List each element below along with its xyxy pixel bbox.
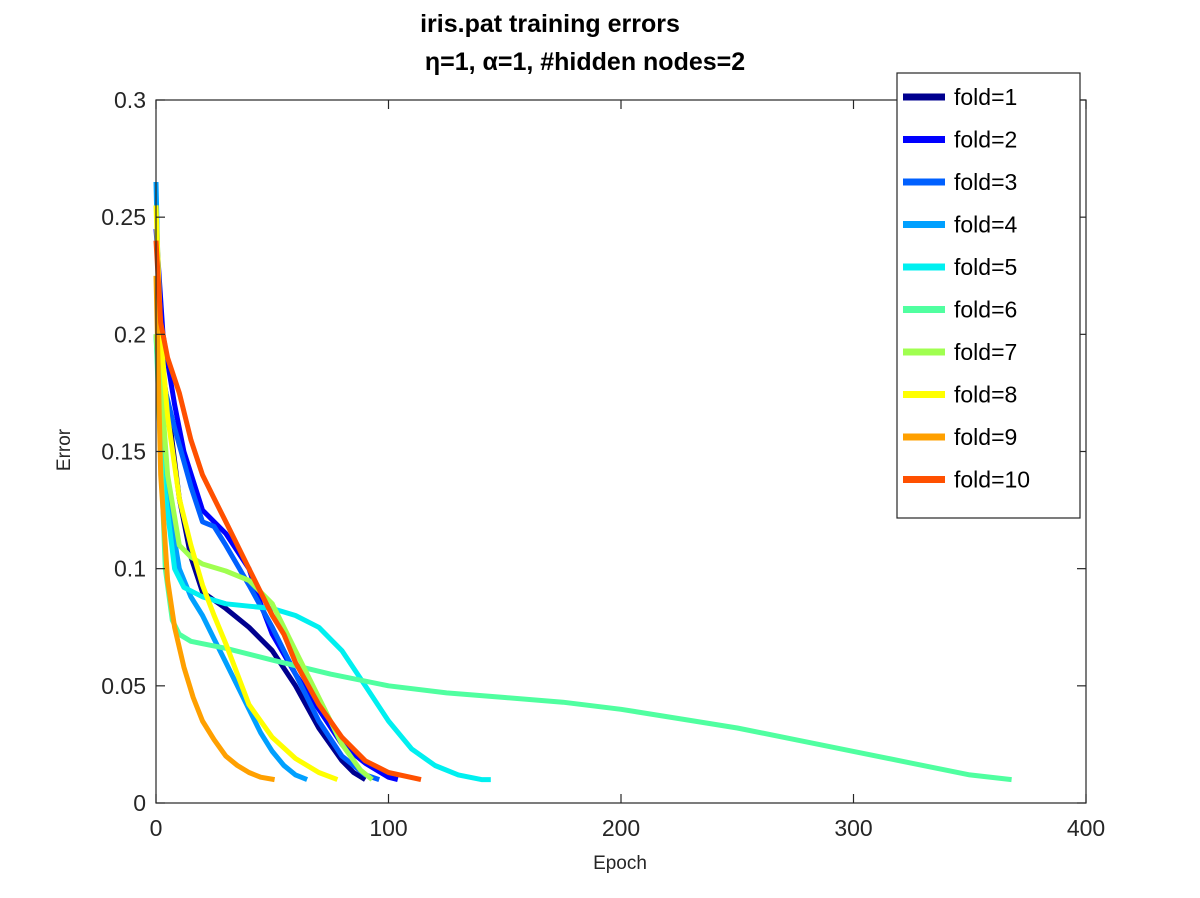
x-axis-label: Epoch: [593, 853, 647, 874]
legend-label-fold-1: fold=1: [954, 84, 1017, 110]
x-tick-label: 300: [834, 815, 872, 841]
legend-label-fold-4: fold=4: [954, 212, 1018, 238]
y-tick-label: 0: [133, 790, 146, 816]
legend-box: [896, 72, 1081, 519]
x-tick-label: 200: [602, 815, 640, 841]
y-tick-label: 0.1: [114, 556, 146, 582]
x-tick-label: 100: [369, 815, 407, 841]
axes: 0 100 200 300 400 0 0.05 0.1 0.15 0.2 0.25 0.3: [101, 87, 1105, 841]
y-tick-label: 0.2: [114, 321, 146, 347]
legend-label-fold-7: fold=7: [954, 339, 1017, 365]
series-line-fold-9: [153, 275, 276, 783]
legend-label-fold-6: fold=6: [954, 297, 1017, 323]
series-layer: [153, 181, 1012, 783]
legend-label-fold-10: fold=10: [954, 467, 1030, 493]
y-tick-label: 0.25: [101, 204, 146, 230]
legend-label-fold-8: fold=8: [954, 382, 1017, 408]
legend-label-fold-2: fold=2: [954, 127, 1017, 153]
series-line-fold-8: [153, 205, 339, 782]
legend: fold=1 fold=2 fold=3 fold=4 fold=5 fold=6 fold…: [896, 72, 1081, 519]
x-tick-label: 0: [150, 815, 163, 841]
series-line-fold-7: [153, 334, 374, 782]
y-tick-label: 0.15: [101, 439, 146, 465]
y-axis-label: Error: [54, 428, 75, 471]
chart-subtitle: η=1, α=1, #hidden nodes=2: [425, 48, 745, 76]
chart-title: iris.pat training errors: [420, 10, 680, 38]
series-line-fold-5: [153, 334, 491, 783]
legend-label-fold-9: fold=9: [954, 424, 1017, 450]
series-line-fold-3: [153, 333, 381, 782]
y-tick-label: 0.3: [114, 87, 146, 113]
legend-label-fold-5: fold=5: [954, 254, 1017, 280]
y-tick-label: 0.05: [101, 673, 146, 699]
series-line-fold-10: [153, 240, 422, 783]
legend-label-fold-3: fold=3: [954, 169, 1017, 195]
series-line-fold-4: [153, 181, 309, 782]
x-tick-label: 400: [1067, 815, 1105, 841]
